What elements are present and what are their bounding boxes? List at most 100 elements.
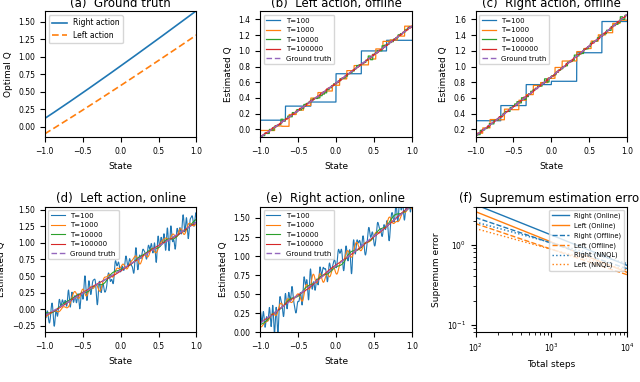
T=10000 xyxy=(145,248,153,253)
T=10000 xyxy=(378,227,385,231)
T=1000 xyxy=(108,274,115,278)
Ground truth xyxy=(472,133,479,138)
Ground truth xyxy=(323,271,331,275)
T=100000 xyxy=(576,52,584,57)
T=1000 xyxy=(323,271,331,276)
Ground truth xyxy=(487,122,495,126)
T=10000 xyxy=(193,217,200,222)
T=100000 xyxy=(323,270,331,274)
X-axis label: State: State xyxy=(540,162,563,171)
Left (NNQL) xyxy=(523,240,531,245)
Right (Online) xyxy=(497,213,505,217)
Right (NNQL) xyxy=(520,233,528,238)
Y-axis label: Estimated Q: Estimated Q xyxy=(439,47,448,102)
Line: Right (Online): Right (Online) xyxy=(476,205,627,265)
Ground truth xyxy=(257,135,264,139)
T=1000 xyxy=(318,275,326,280)
T=1000 xyxy=(186,221,193,225)
T=100 xyxy=(472,118,479,123)
Right (Offline) xyxy=(515,230,523,235)
T=10000 xyxy=(360,60,368,65)
X-axis label: State: State xyxy=(109,357,132,366)
Right (Offline) xyxy=(567,247,575,252)
Left (NNQL) xyxy=(497,233,505,238)
Left (Offline) xyxy=(520,238,528,242)
T=10000 xyxy=(360,242,368,246)
T=100 xyxy=(323,100,331,104)
T=10000 xyxy=(257,134,264,138)
T=100000 xyxy=(623,13,631,18)
T=100000 xyxy=(533,87,541,91)
T=1000 xyxy=(487,117,495,122)
T=100 xyxy=(257,309,264,314)
Left (Offline) xyxy=(523,239,531,243)
T=100000 xyxy=(41,313,49,318)
T=1000 xyxy=(102,275,110,279)
T=1000 xyxy=(264,128,271,133)
T=10000 xyxy=(56,304,64,308)
Line: Ground truth: Ground truth xyxy=(45,222,196,316)
Line: T=100: T=100 xyxy=(476,21,627,121)
T=10000 xyxy=(487,121,495,126)
Right action xyxy=(102,74,110,79)
T=1000 xyxy=(375,231,383,235)
T=100 xyxy=(56,303,64,307)
Line: T=100000: T=100000 xyxy=(476,15,627,135)
T=100 xyxy=(51,324,58,329)
T=10000 xyxy=(272,125,280,129)
Right (Offline) xyxy=(623,266,631,271)
Right (Online) xyxy=(567,240,575,245)
T=100000 xyxy=(257,320,264,325)
Left (Online) xyxy=(472,209,479,214)
T=10000 xyxy=(533,86,541,91)
Legend: Right action, Left action: Right action, Left action xyxy=(49,15,123,43)
Line: T=10000: T=10000 xyxy=(476,15,627,135)
Title: (f)  Supremum estimation error: (f) Supremum estimation error xyxy=(459,193,640,206)
T=100000 xyxy=(272,124,280,128)
T=1000 xyxy=(257,128,264,133)
Right action xyxy=(41,116,49,121)
T=100 xyxy=(375,223,383,227)
T=1000 xyxy=(401,24,408,28)
T=1000 xyxy=(406,205,413,209)
Ground truth xyxy=(576,52,584,56)
T=100000 xyxy=(374,231,382,236)
T=1000 xyxy=(272,313,280,318)
Left action xyxy=(162,53,170,58)
Right (Online) xyxy=(623,263,631,268)
Left action xyxy=(159,55,167,60)
T=100000 xyxy=(102,277,110,282)
T=100000 xyxy=(408,203,415,207)
Right (Offline) xyxy=(472,215,479,220)
T=100000 xyxy=(538,82,546,86)
Left action xyxy=(41,131,49,136)
Ground truth xyxy=(108,274,115,278)
Left (Online) xyxy=(515,227,523,231)
T=100 xyxy=(576,50,584,55)
T=100000 xyxy=(408,24,415,29)
T=10000 xyxy=(538,81,546,86)
T=1000 xyxy=(408,207,415,211)
Right (Online) xyxy=(510,218,518,222)
Right (NNQL) xyxy=(523,234,531,238)
T=100000 xyxy=(472,133,479,138)
T=100 xyxy=(360,49,368,53)
T=1000 xyxy=(318,90,326,95)
T=100000 xyxy=(323,87,331,91)
X-axis label: Total steps: Total steps xyxy=(527,360,575,369)
T=10000 xyxy=(102,278,110,283)
T=10000 xyxy=(590,39,598,44)
X-axis label: State: State xyxy=(109,162,132,171)
T=1000 xyxy=(538,80,546,85)
Y-axis label: Supremum error: Supremum error xyxy=(432,232,441,307)
Y-axis label: Estimated Q: Estimated Q xyxy=(219,241,228,297)
T=100 xyxy=(318,272,326,277)
T=100 xyxy=(408,193,415,197)
Left (Online) xyxy=(520,229,528,233)
Right (NNQL) xyxy=(515,231,523,236)
Right (Online) xyxy=(523,223,531,228)
T=1000 xyxy=(193,222,200,226)
Ground truth xyxy=(317,91,325,96)
Ground truth xyxy=(41,314,49,318)
Line: T=100000: T=100000 xyxy=(45,222,196,316)
